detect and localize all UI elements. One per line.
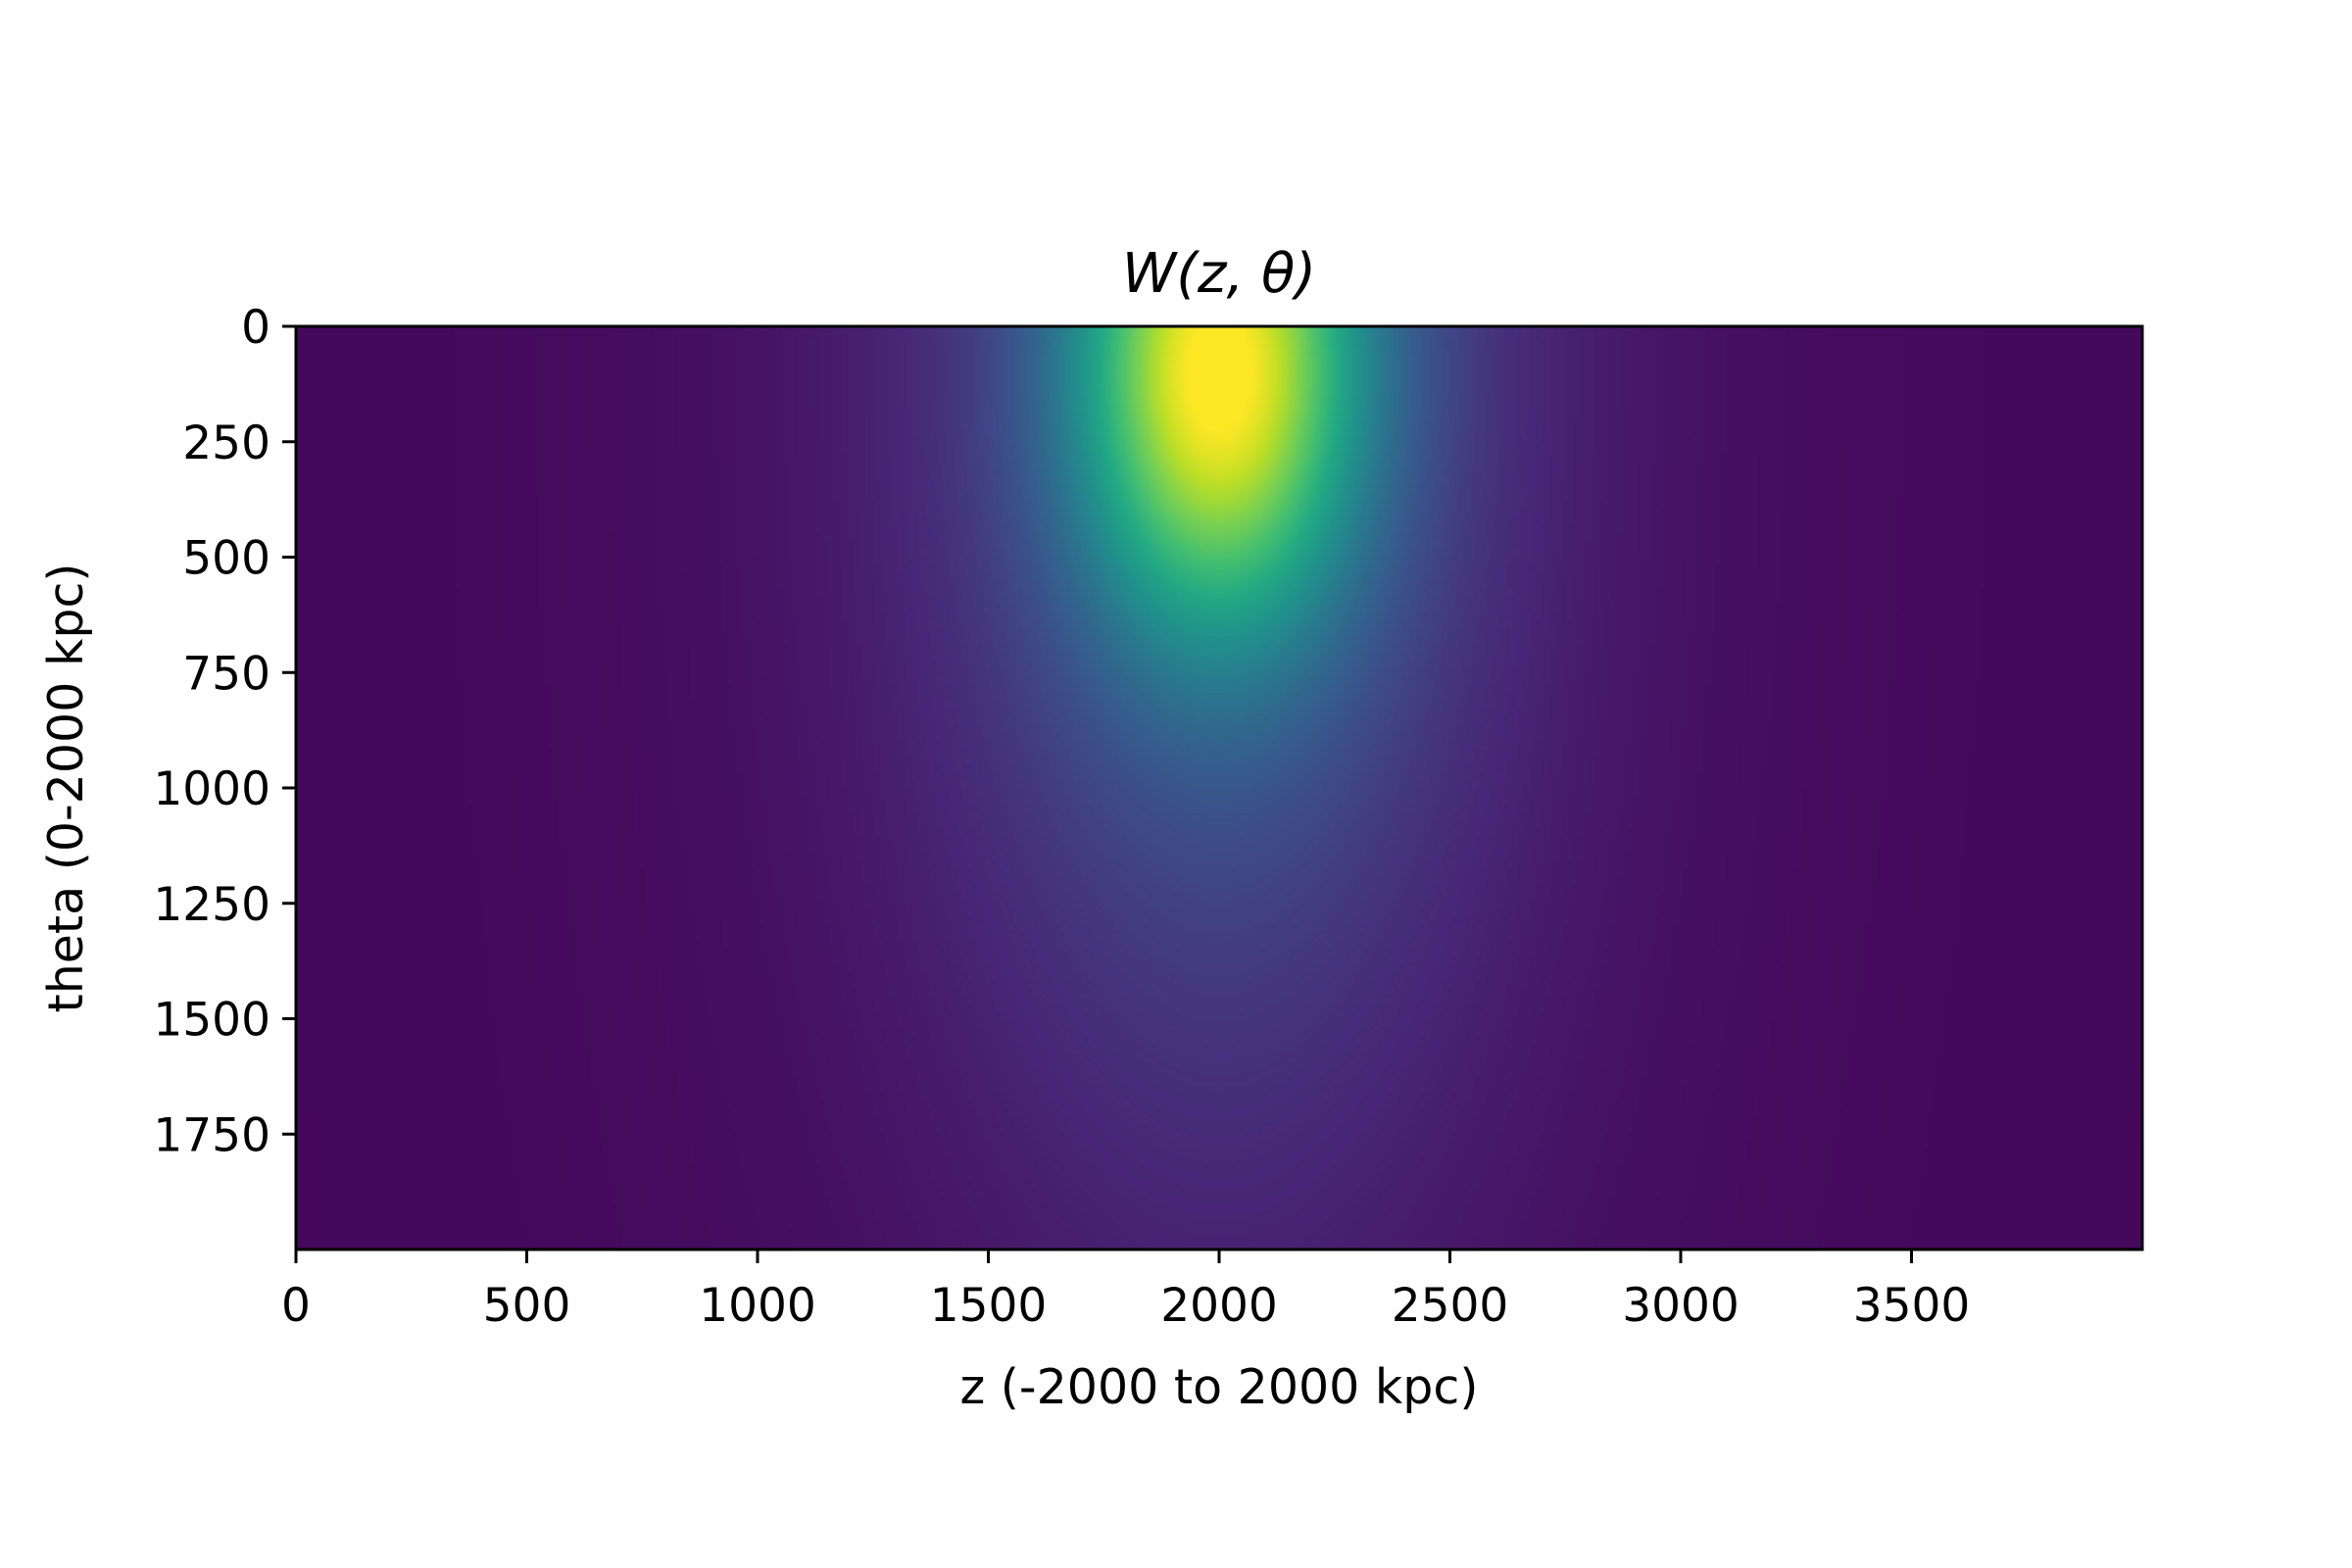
- y-tick-label: 1000: [153, 762, 270, 816]
- x-tick-label: 2000: [1160, 1279, 1278, 1333]
- heatmap-image: [296, 326, 2142, 1250]
- x-tick-label: 2500: [1392, 1279, 1509, 1333]
- y-tick-label: 1750: [153, 1108, 270, 1162]
- y-tick-label: 1500: [153, 994, 270, 1048]
- x-tick-label: 0: [281, 1279, 311, 1333]
- chart-title: W(z, θ): [1122, 242, 1316, 306]
- y-axis: 0 250 500 750 1000 1250 1500 1750: [153, 301, 296, 1162]
- x-axis-label: z (-2000 to 2000 kpc): [960, 1359, 1479, 1415]
- y-tick-label: 750: [182, 647, 270, 701]
- y-tick-label: 0: [241, 301, 270, 355]
- plot-area: [294, 324, 2144, 1251]
- y-tick-label: 250: [182, 416, 270, 470]
- y-tick-label: 1250: [153, 878, 270, 932]
- x-tick-label: 3000: [1622, 1279, 1740, 1333]
- x-axis: 0 500 1000 1500 2000 2500 3000 3500: [281, 1250, 1970, 1333]
- y-tick-label: 500: [182, 532, 270, 586]
- x-tick-label: 3500: [1853, 1279, 1971, 1333]
- y-axis-label: theta (0-2000 kpc): [38, 563, 94, 1012]
- x-tick-label: 1500: [930, 1279, 1048, 1333]
- x-tick-label: 1000: [699, 1279, 816, 1333]
- x-tick-label: 500: [483, 1279, 571, 1333]
